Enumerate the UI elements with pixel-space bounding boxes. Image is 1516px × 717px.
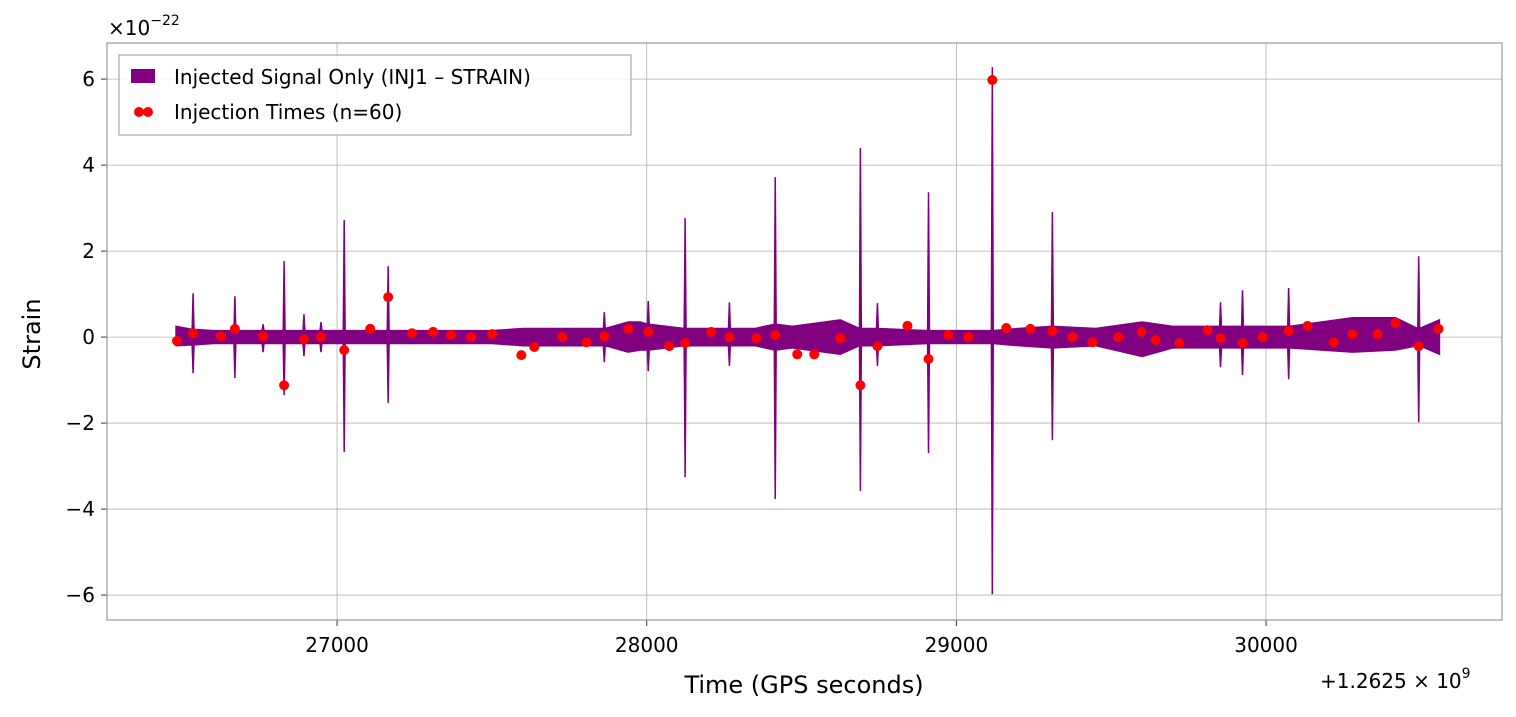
injection-point [446, 329, 457, 340]
injection-point [383, 292, 394, 303]
injection-point [599, 331, 610, 342]
injection-point [923, 354, 934, 365]
x-offset-base: +1.2625 × 10 [1320, 669, 1462, 693]
injection-point [466, 332, 477, 343]
legend-swatch [131, 69, 155, 83]
y-tick-label: 4 [82, 153, 95, 177]
injection-point [855, 380, 866, 391]
injection-point [724, 332, 735, 343]
plot-frame [106, 42, 1503, 621]
x-tick-label: 27000 [305, 633, 369, 657]
y-offset: ×10−22 [108, 13, 180, 40]
y-tick-label: 6 [82, 67, 95, 91]
injection-point [1302, 320, 1313, 331]
injection-point [258, 331, 269, 342]
injection-point [581, 337, 592, 348]
y-tick-label: −4 [66, 497, 95, 521]
injection-point [1215, 332, 1226, 343]
injection-point [1413, 341, 1424, 352]
injection-point [902, 320, 913, 331]
injection-point [623, 323, 634, 334]
injection-point [1283, 326, 1294, 337]
injection-point [792, 349, 803, 360]
injection-point [1328, 337, 1339, 348]
marks [171, 67, 1444, 595]
injection-point [1001, 323, 1012, 334]
y-offset-base: ×10 [108, 16, 150, 40]
injection-point [680, 338, 691, 349]
injection-point [529, 341, 540, 352]
injection-point [1257, 332, 1268, 343]
x-tick-label: 30000 [1234, 633, 1298, 657]
injection-point [963, 332, 974, 343]
injection-point [664, 341, 675, 352]
injection-point [188, 328, 199, 339]
legend-swatch [134, 107, 144, 117]
injection-point [835, 332, 846, 343]
injection-point [487, 329, 498, 340]
injection-point [1347, 329, 1358, 340]
injection-point [557, 332, 568, 343]
injection-point [215, 331, 226, 342]
injection-point [751, 332, 762, 343]
injection-point [1047, 326, 1058, 337]
injection-point [1150, 335, 1161, 346]
y-tick-label: −2 [66, 411, 95, 435]
injection-point [1372, 329, 1383, 340]
injection-point [1113, 332, 1124, 343]
injection-point [1067, 332, 1078, 343]
injection-point [315, 332, 326, 343]
injection-point [1390, 317, 1401, 328]
legend-swatch [143, 107, 153, 117]
injection-point [407, 328, 418, 339]
x-tick-label: 29000 [925, 633, 989, 657]
injection-point [943, 329, 954, 340]
injection-point [1433, 323, 1444, 334]
injection-point [428, 326, 439, 337]
injection-point [1025, 323, 1036, 334]
injection-point [279, 380, 290, 391]
injection-point [809, 349, 820, 360]
legend-label: Injection Times (n=60) [174, 100, 402, 124]
x-offset: +1.2625 × 109 [1320, 666, 1471, 693]
y-tick-label: 0 [82, 325, 95, 349]
injection-point [516, 350, 527, 361]
injection-point [706, 326, 717, 337]
y-tick-label: 2 [82, 239, 95, 263]
y-offset-exponent: −22 [150, 13, 180, 29]
injection-point [1237, 338, 1248, 349]
injection-point [987, 74, 998, 85]
injection-point [1202, 325, 1213, 336]
signal-area [175, 67, 1441, 595]
injection-point [171, 335, 182, 346]
injection-point [1136, 326, 1147, 337]
injection-point [339, 344, 350, 355]
injection-point [229, 323, 240, 334]
x-axis-label: Time (GPS seconds) [683, 671, 923, 699]
legend: Injected Signal Only (INJ1 – STRAIN) Inje… [118, 54, 632, 136]
legend-label: Injected Signal Only (INJ1 – STRAIN) [174, 65, 531, 89]
injection-point [770, 329, 781, 340]
y-axis-label: Strain [18, 298, 46, 369]
x-offset-exponent: 9 [1462, 666, 1471, 682]
injection-point [298, 334, 309, 345]
injection-point [365, 323, 376, 334]
injection-point [1174, 338, 1185, 349]
injection-point [872, 341, 883, 352]
legend-box [118, 54, 632, 136]
injection-point [643, 326, 654, 337]
injection-point [1087, 337, 1098, 348]
y-tick-label: −6 [66, 583, 95, 607]
x-tick-label: 28000 [615, 633, 679, 657]
